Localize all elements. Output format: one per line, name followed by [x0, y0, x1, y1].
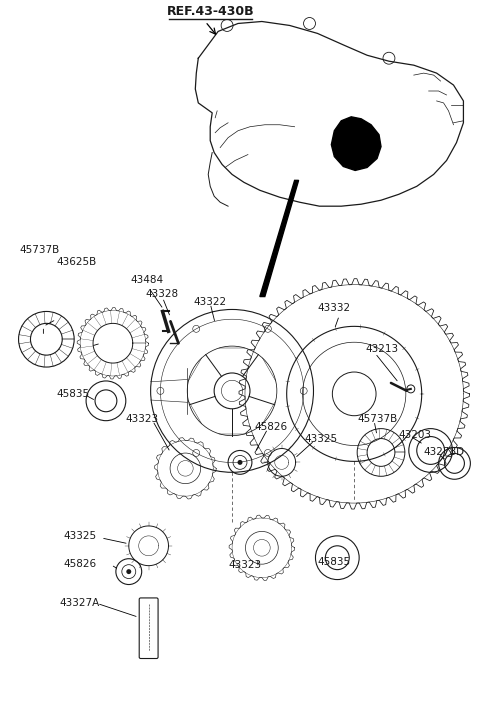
Text: 43332: 43332	[317, 304, 350, 314]
Text: 43203: 43203	[399, 430, 432, 440]
Circle shape	[238, 460, 242, 465]
Polygon shape	[260, 180, 299, 296]
Circle shape	[126, 569, 131, 574]
Text: 45835: 45835	[317, 556, 350, 566]
Text: 43322: 43322	[193, 296, 227, 306]
Text: 43325: 43325	[63, 531, 96, 541]
Text: 43484: 43484	[131, 275, 164, 285]
Text: 43213: 43213	[365, 344, 398, 354]
Text: 43327A: 43327A	[59, 599, 99, 609]
Text: 43278D: 43278D	[424, 448, 465, 458]
Text: 45826: 45826	[63, 558, 96, 569]
Text: 43328: 43328	[145, 289, 179, 299]
Text: 43323: 43323	[228, 560, 261, 570]
Text: REF.43-430B: REF.43-430B	[167, 4, 254, 17]
Text: 45826: 45826	[255, 422, 288, 432]
FancyBboxPatch shape	[139, 598, 158, 659]
Text: 45835: 45835	[56, 389, 89, 399]
Polygon shape	[331, 117, 381, 170]
Text: 43325: 43325	[304, 434, 337, 443]
Text: 45737B: 45737B	[357, 414, 397, 424]
Text: 45737B: 45737B	[20, 245, 60, 255]
Text: 43323: 43323	[126, 414, 159, 424]
Text: 43625B: 43625B	[56, 257, 96, 267]
